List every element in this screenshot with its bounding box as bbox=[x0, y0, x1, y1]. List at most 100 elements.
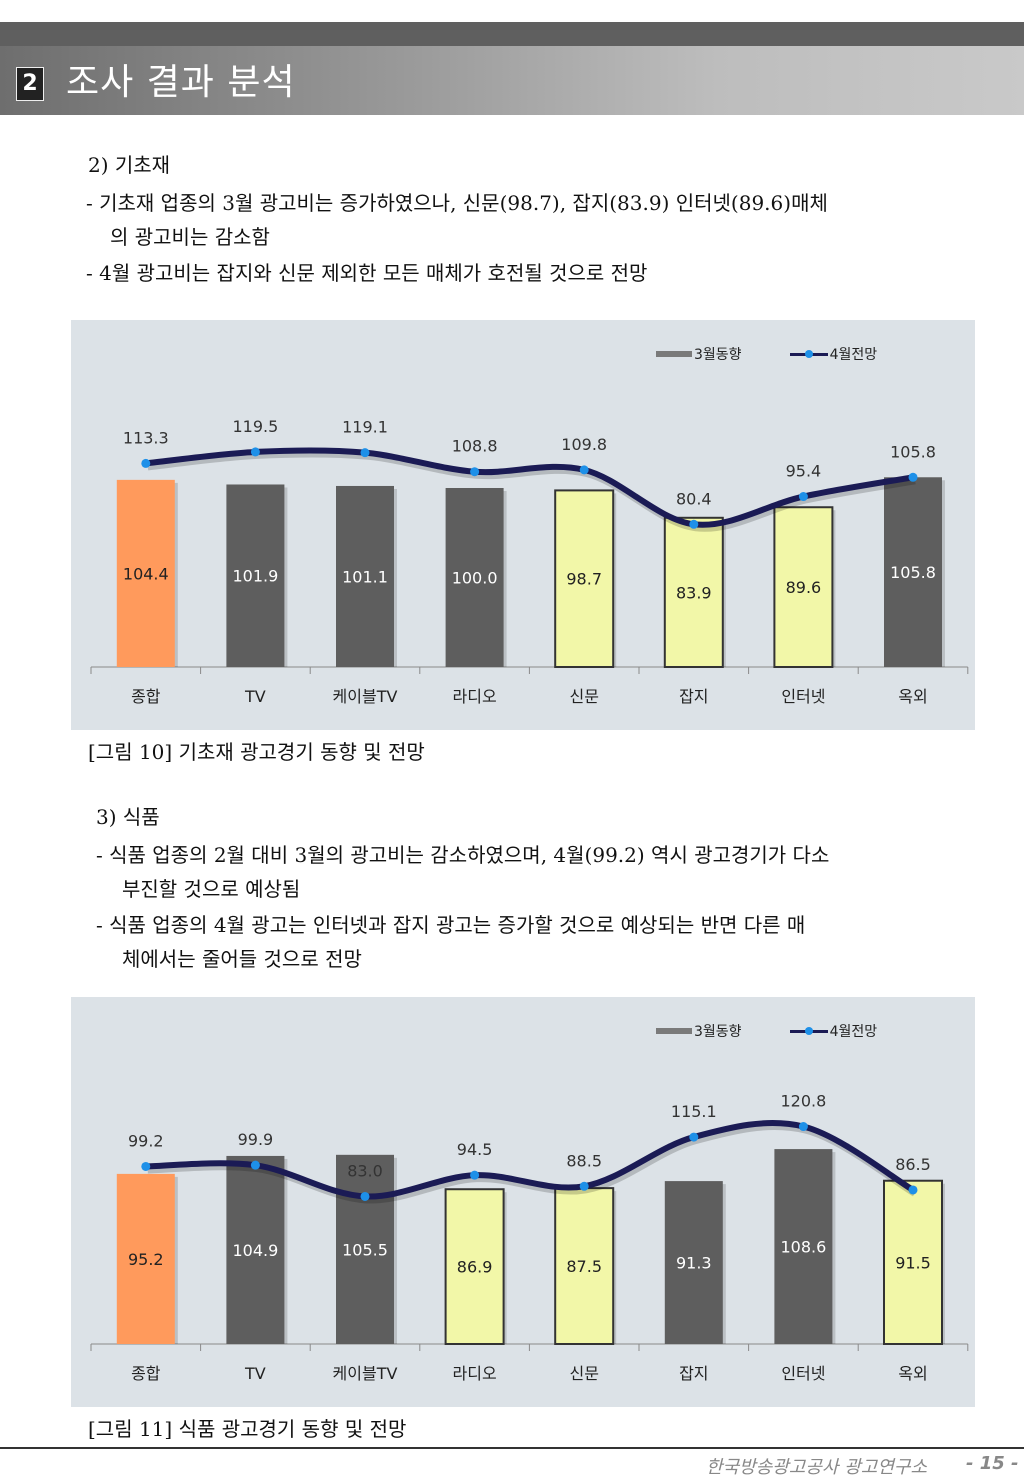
line-april bbox=[142, 1120, 916, 1200]
legend-line-swatch bbox=[789, 1026, 828, 1035]
bar-value-label: 87.5 bbox=[566, 1257, 602, 1276]
legend-bar-swatch bbox=[656, 1028, 692, 1034]
line-value-label: 86.5 bbox=[895, 1155, 931, 1174]
line-marker bbox=[798, 1122, 808, 1132]
x-tick-label: 옥외 bbox=[898, 1364, 927, 1383]
x-tick-label: 종합 bbox=[131, 687, 161, 706]
section1-heading: 2) 기초재 bbox=[88, 153, 171, 177]
section-header bbox=[0, 46, 1024, 115]
line-value-label: 109.8 bbox=[561, 435, 607, 454]
x-tick-label: 케이블TV bbox=[333, 687, 398, 706]
page-number: - 15 - bbox=[966, 1453, 1019, 1474]
line-value-label: 95.4 bbox=[786, 462, 822, 481]
bar-value-label: 104.4 bbox=[123, 564, 169, 583]
line-marker bbox=[141, 458, 151, 468]
bar-value-label: 86.9 bbox=[457, 1258, 493, 1277]
section2-bullet: - 식품 업종의 2월 대비 3월의 광고비는 감소하였으며, 4월(99.2)… bbox=[96, 843, 830, 867]
bar-value-label: 101.9 bbox=[232, 567, 278, 586]
figure-caption: [그림 10] 기초재 광고경기 동향 및 전망 bbox=[88, 740, 425, 764]
section1-bullet-cont: 의 광고비는 감소함 bbox=[110, 225, 270, 249]
section1-bullet: - 기초재 업종의 3월 광고비는 증가하였으나, 신문(98.7), 잡지(8… bbox=[86, 191, 828, 215]
line-value-label: 83.0 bbox=[347, 1161, 383, 1180]
legend-label-april: 4월전망 bbox=[829, 1024, 878, 1040]
line-marker bbox=[689, 1132, 699, 1142]
bar-value-label: 89.6 bbox=[786, 578, 822, 597]
x-tick-label: 라디오 bbox=[453, 687, 497, 706]
bar-value-label: 91.3 bbox=[676, 1254, 712, 1273]
legend-bar-swatch bbox=[656, 351, 692, 357]
bar-value-label: 91.5 bbox=[895, 1253, 931, 1272]
section2-bullet-cont: 부진할 것으로 예상됨 bbox=[122, 877, 301, 901]
bar-value-label: 105.5 bbox=[342, 1240, 388, 1259]
footer-divider bbox=[0, 1447, 1024, 1449]
x-tick-label: 케이블TV bbox=[333, 1364, 398, 1383]
line-value-label: 88.5 bbox=[566, 1151, 602, 1170]
x-tick-label: TV bbox=[244, 1364, 266, 1383]
section1-bullet: - 4월 광고비는 잡지와 신문 제외한 모든 매체가 호전될 것으로 전망 bbox=[86, 261, 648, 285]
bar-march bbox=[336, 485, 394, 667]
x-tick-label: 인터넷 bbox=[781, 1364, 825, 1383]
bar-value-label: 101.1 bbox=[342, 567, 388, 586]
bar-march bbox=[336, 1154, 394, 1344]
line-marker bbox=[798, 492, 808, 502]
line-marker bbox=[579, 1181, 589, 1191]
bar-value-label: 95.2 bbox=[128, 1250, 164, 1269]
chart-legend: 3월동향 4월전망 bbox=[656, 1021, 877, 1041]
section-number: 2 bbox=[16, 67, 44, 101]
bar-march bbox=[226, 1155, 285, 1344]
figure-caption: [그림 11] 식품 광고경기 동향 및 전망 bbox=[88, 1417, 407, 1441]
chart-food: 95.2 104.9 105.5 86.9 87.5 91.3 108.6 91.5 99.2 9… bbox=[71, 997, 975, 1407]
bar-march bbox=[773, 506, 834, 668]
x-tick-label: 옥외 bbox=[898, 687, 927, 706]
section-title: 조사 결과 분석 bbox=[66, 62, 296, 103]
x-tick-label: 신문 bbox=[569, 687, 598, 706]
line-april bbox=[142, 447, 916, 528]
bar-march bbox=[445, 488, 504, 667]
line-value-label: 119.1 bbox=[342, 418, 388, 437]
bar-march bbox=[554, 1187, 615, 1345]
chart-svg: 104.4 101.9 101.1 100.0 98.7 83.9 89.6 105.8 113… bbox=[90, 417, 969, 706]
legend-marker-dot bbox=[804, 349, 813, 358]
legend-label-march: 3월동향 bbox=[694, 347, 742, 363]
chart-svg: 95.2 104.9 105.5 86.9 87.5 91.3 108.6 91.5 99.2 9… bbox=[90, 1092, 969, 1383]
bar-march bbox=[226, 484, 285, 667]
bar-value-label: 98.7 bbox=[566, 570, 602, 589]
line-value-label: 113.3 bbox=[123, 428, 169, 447]
bar-march bbox=[554, 489, 615, 668]
x-tick-label: 종합 bbox=[131, 1364, 161, 1383]
section2-bullet-cont: 체에서는 줄어들 것으로 전망 bbox=[122, 947, 362, 971]
legend-label-april: 4월전망 bbox=[829, 347, 878, 363]
line-marker bbox=[908, 1185, 918, 1195]
line-marker bbox=[470, 1170, 480, 1180]
x-tick-label: 인터넷 bbox=[781, 687, 825, 706]
x-tick-label: 잡지 bbox=[679, 687, 708, 706]
x-tick-label: 잡지 bbox=[679, 1364, 708, 1383]
line-marker bbox=[579, 465, 589, 475]
bar-march bbox=[884, 477, 942, 667]
line-marker bbox=[908, 472, 918, 482]
top-bar bbox=[0, 22, 1024, 46]
legend-line-swatch bbox=[789, 349, 828, 358]
legend-marker-dot bbox=[804, 1026, 813, 1035]
line-marker bbox=[250, 447, 260, 457]
bar-value-label: 108.6 bbox=[780, 1238, 826, 1257]
bar-value-label: 83.9 bbox=[676, 583, 712, 602]
line-marker bbox=[360, 1191, 370, 1201]
bar-march bbox=[116, 479, 175, 667]
section2-bullet: - 식품 업종의 4월 광고는 인터넷과 잡지 광고는 증가할 것으로 예상되는… bbox=[96, 913, 806, 937]
bar-march bbox=[663, 516, 724, 668]
bar-value-label: 104.9 bbox=[232, 1241, 278, 1260]
line-value-label: 99.9 bbox=[238, 1130, 274, 1149]
bar-value-label: 105.8 bbox=[890, 563, 936, 582]
bar-march bbox=[444, 1188, 505, 1345]
line-marker bbox=[141, 1161, 151, 1171]
x-tick-label: TV bbox=[244, 687, 266, 706]
line-marker bbox=[360, 448, 370, 458]
bar-march bbox=[116, 1173, 175, 1344]
line-marker bbox=[250, 1160, 260, 1170]
line-marker bbox=[689, 519, 699, 529]
line-value-label: 94.5 bbox=[457, 1140, 493, 1159]
bar-march bbox=[883, 1179, 943, 1345]
x-tick-label: 라디오 bbox=[453, 1364, 497, 1383]
line-value-label: 120.8 bbox=[780, 1092, 826, 1111]
